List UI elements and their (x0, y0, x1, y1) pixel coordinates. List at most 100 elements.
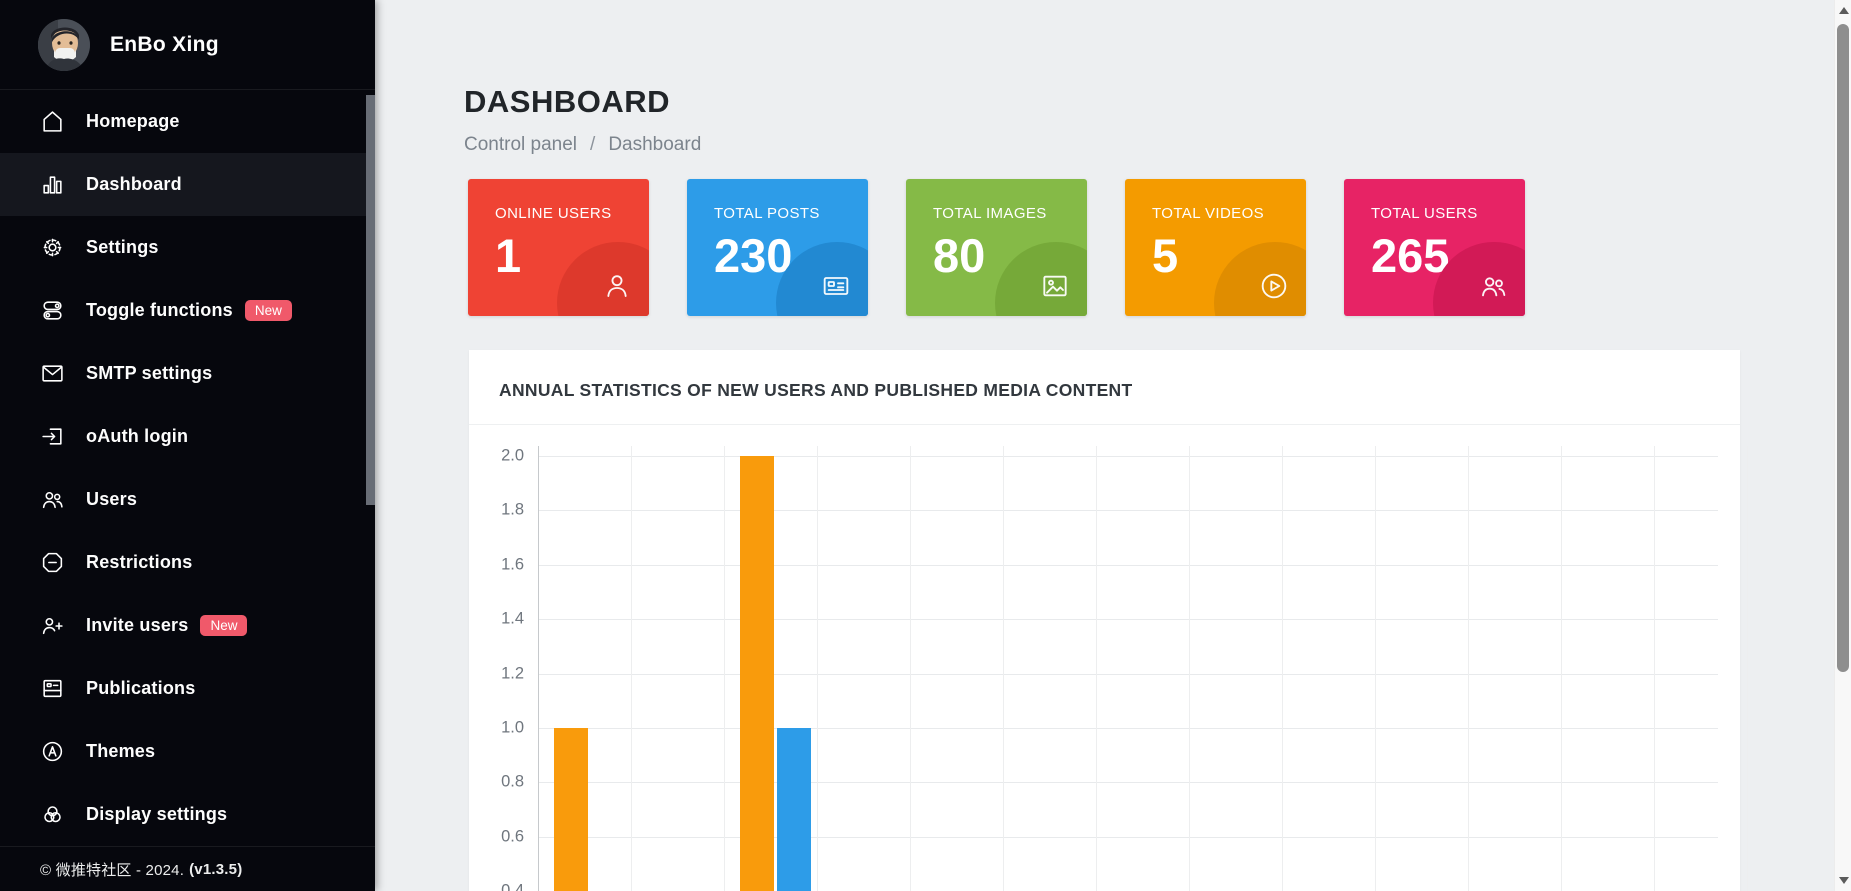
sidebar-item-label: Publications (86, 678, 196, 698)
breadcrumb-control-panel[interactable]: Control panel (464, 134, 578, 155)
sidebar-item-settings[interactable]: Settings (0, 216, 375, 279)
chart-bar-orange (740, 456, 774, 891)
chart-panel: ANNUAL STATISTICS OF NEW USERS AND PUBLI… (469, 350, 1748, 891)
chart-gridline-horizontal (538, 782, 1718, 784)
sidebar-scrollbar-thumb[interactable] (366, 95, 375, 505)
chart-plot-area: 2.0 1.8 1.6 1.4 1.2 1.0 0.8 0.6 0.4 (501, 446, 1748, 891)
chart-y-tick-label: 0.4 (501, 881, 524, 891)
sidebar-item-label: Toggle functions (86, 300, 233, 320)
chart-gridline-vertical (1282, 446, 1283, 891)
sidebar-item-toggle-functions[interactable]: Toggle functions New (0, 279, 375, 342)
sidebar-item-oauth-login[interactable]: oAuth login (0, 405, 375, 468)
chart-gridline-vertical (1654, 446, 1655, 891)
restriction-icon (40, 550, 66, 576)
publications-icon (40, 676, 66, 702)
new-badge: New (244, 299, 292, 322)
chart-gridline-vertical (1561, 446, 1562, 891)
chart-bar-orange (554, 728, 588, 891)
sidebar-item-dashboard[interactable]: Dashboard (0, 153, 375, 216)
sidebar-item-label: Dashboard (86, 174, 182, 194)
sidebar: EnBo Xing Homepage Dashboard Settings (0, 0, 375, 891)
sidebar-item-label: Users (86, 489, 138, 509)
chart-y-tick-label: 1.6 (501, 555, 524, 574)
sidebar-item-label: Homepage (86, 111, 180, 131)
chart-y-tick-label: 0.6 (501, 827, 524, 846)
stat-card-total-images: TOTAL IMAGES 80 (906, 179, 1087, 316)
chart-gridline-vertical (817, 446, 818, 891)
image-icon (1039, 270, 1071, 302)
new-badge: New (200, 614, 248, 637)
post-card-icon (820, 270, 852, 302)
home-icon (40, 109, 66, 135)
sidebar-footer: © 微推特社区 - 2024. (v1.3.5) (0, 846, 375, 891)
breadcrumb-dashboard: Dashboard (608, 134, 702, 155)
chart-gridline-vertical (1468, 446, 1469, 891)
gear-icon (40, 235, 66, 261)
chart-y-tick-label: 1.2 (501, 664, 524, 683)
breadcrumb-separator: / (590, 134, 596, 155)
stat-card-label: TOTAL VIDEOS (1152, 205, 1265, 222)
scrollbar-thumb[interactable] (1837, 24, 1849, 672)
user-name: EnBo Xing (110, 32, 219, 56)
chart-panel-title: ANNUAL STATISTICS OF NEW USERS AND PUBLI… (499, 380, 1133, 400)
people-icon (1477, 270, 1509, 302)
sidebar-item-publications[interactable]: Publications (0, 657, 375, 720)
chart-gridline-vertical (1747, 446, 1748, 891)
chart-y-tick-label: 1.4 (501, 609, 524, 628)
version-text: (v1.3.5) (189, 860, 243, 878)
sidebar-item-label: Themes (86, 741, 156, 761)
breadcrumb: Control panel / Dashboard (464, 134, 1834, 156)
themes-icon (40, 739, 66, 765)
chart-gridline-horizontal (538, 510, 1718, 512)
sidebar-item-label: Display settings (86, 804, 228, 824)
play-circle-icon (1258, 270, 1290, 302)
login-arrow-icon (40, 424, 66, 450)
sidebar-item-users[interactable]: Users (0, 468, 375, 531)
scrollbar-down-arrow-icon[interactable] (1838, 877, 1849, 884)
invite-user-icon (40, 613, 66, 639)
page-scrollbar[interactable] (1834, 0, 1851, 891)
chart-gridline-vertical (724, 446, 725, 891)
sidebar-item-label: Restrictions (86, 552, 193, 572)
user-profile[interactable]: EnBo Xing (0, 0, 375, 90)
chart-gridline-vertical (1189, 446, 1190, 891)
chart-gridline-horizontal (538, 728, 1718, 729)
sidebar-item-invite-users[interactable]: Invite users New (0, 594, 375, 657)
sidebar-item-smtp-settings[interactable]: SMTP settings (0, 342, 375, 405)
sidebar-nav: Homepage Dashboard Settings Toggle funct… (0, 90, 375, 846)
avatar (38, 18, 90, 71)
chart-y-tick-label: 1.0 (501, 718, 524, 737)
sidebar-item-display-settings[interactable]: Display settings (0, 783, 375, 846)
chart-gridline-horizontal (538, 836, 1718, 838)
sidebar-item-label: Invite users (86, 615, 189, 635)
stat-card-value: 265 (1371, 229, 1450, 282)
chart-panel-header: ANNUAL STATISTICS OF NEW USERS AND PUBLI… (469, 350, 1740, 425)
stat-card-value: 1 (495, 229, 522, 282)
copyright-text: © 微推特社区 - 2024. (40, 861, 185, 879)
stat-card-value: 80 (933, 229, 986, 282)
chart-y-tick-label: 0.8 (501, 772, 524, 791)
scrollbar-up-arrow-icon[interactable] (1838, 7, 1849, 14)
main-content: DASHBOARD Control panel / Dashboard ONLI… (375, 0, 1834, 891)
chart-y-tick-label: 1.8 (501, 500, 524, 519)
stat-card-total-users: TOTAL USERS 265 (1344, 179, 1525, 316)
chart-gridline-vertical (1375, 446, 1376, 891)
display-colors-icon (40, 802, 66, 828)
bar-chart-icon (40, 172, 66, 198)
stat-card-label: TOTAL IMAGES (933, 205, 1047, 222)
page-title: DASHBOARD (464, 84, 670, 119)
stat-cards-row: ONLINE USERS 1 TOTAL POSTS 230 TOTAL IMA… (468, 179, 1525, 316)
stat-card-total-posts: TOTAL POSTS 230 (687, 179, 868, 316)
chart-gridline-vertical (631, 446, 632, 891)
sidebar-item-homepage[interactable]: Homepage (0, 90, 375, 153)
stat-card-total-videos: TOTAL VIDEOS 5 (1125, 179, 1306, 316)
chart-gridline-vertical (910, 446, 911, 891)
stat-card-label: TOTAL POSTS (714, 205, 820, 222)
stat-card-label: ONLINE USERS (495, 205, 612, 222)
toggles-icon (40, 298, 66, 324)
sidebar-item-label: Settings (86, 237, 159, 257)
sidebar-item-restrictions[interactable]: Restrictions (0, 531, 375, 594)
chart-gridline-horizontal (538, 673, 1718, 675)
sidebar-item-themes[interactable]: Themes (0, 720, 375, 783)
chart-y-axis-line (538, 446, 539, 891)
